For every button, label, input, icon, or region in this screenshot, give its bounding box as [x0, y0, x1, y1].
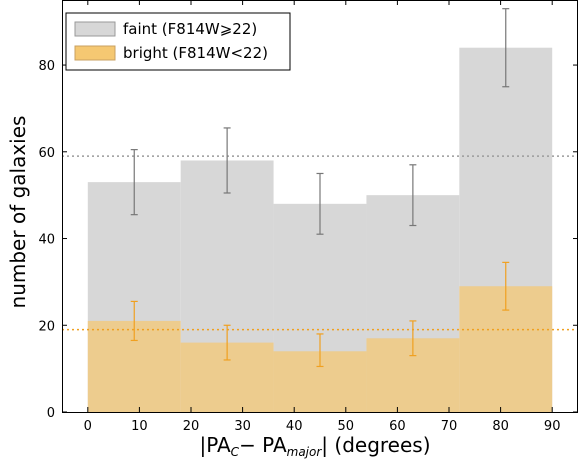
error-bar-faint-4 [502, 8, 510, 88]
x-tick-label-0: 0 [84, 419, 92, 434]
legend-swatch-bright [74, 45, 116, 61]
y-tick-label-80: 80 [38, 59, 55, 74]
x-tick-label-80: 80 [492, 419, 509, 434]
error-bar-faint-3 [409, 164, 417, 227]
axis-ticks: 0 10 20 30 40 50 60 70 80 90 0 20 40 60 80 [38, 0, 578, 434]
x-tick-label-30: 30 [234, 419, 251, 434]
x-tick-label-50: 50 [338, 419, 355, 434]
legend-swatch-faint [74, 21, 116, 37]
y-tick-label-20: 20 [38, 319, 55, 334]
x-tick-label-90: 90 [544, 419, 561, 434]
y-tick-label-0: 0 [47, 406, 55, 421]
legend-label-bright: bright (F814W<22) [123, 44, 268, 62]
x-axis-label-sub1: C [231, 445, 240, 459]
error-bar-faint-1 [223, 127, 231, 194]
y-tick-label-60: 60 [38, 146, 55, 161]
x-axis-label: |PAC− PAmajor| (degrees) [199, 433, 430, 459]
x-axis-label-main: |PA [199, 433, 231, 457]
y-axis-label: number of galaxies [6, 116, 30, 309]
x-tick-label-10: 10 [131, 419, 148, 434]
legend: faint (F814W⩾22) bright (F814W<22) [65, 12, 291, 71]
error-bar-bright-4 [502, 261, 510, 311]
plot-frame [62, 0, 578, 413]
error-bar-bright-1 [223, 324, 231, 361]
x-axis-label-minus: − PA [239, 433, 287, 457]
x-tick-label-40: 40 [286, 419, 303, 434]
x-tick-label-20: 20 [183, 419, 200, 434]
legend-label-faint: faint (F814W⩾22) [123, 20, 257, 38]
error-bar-bright-2 [316, 333, 324, 368]
x-axis-label-sub2: major [287, 445, 323, 459]
x-axis-label-end: | (degrees) [321, 433, 430, 457]
error-bar-bright-0 [130, 300, 138, 342]
y-tick-label-40: 40 [38, 233, 55, 248]
error-bar-faint-2 [316, 172, 324, 235]
plot-area [62, 8, 578, 412]
error-bar-faint-0 [130, 149, 138, 216]
x-tick-label-70: 70 [441, 419, 458, 434]
x-tick-label-60: 60 [389, 419, 406, 434]
error-bar-bright-3 [409, 320, 417, 357]
